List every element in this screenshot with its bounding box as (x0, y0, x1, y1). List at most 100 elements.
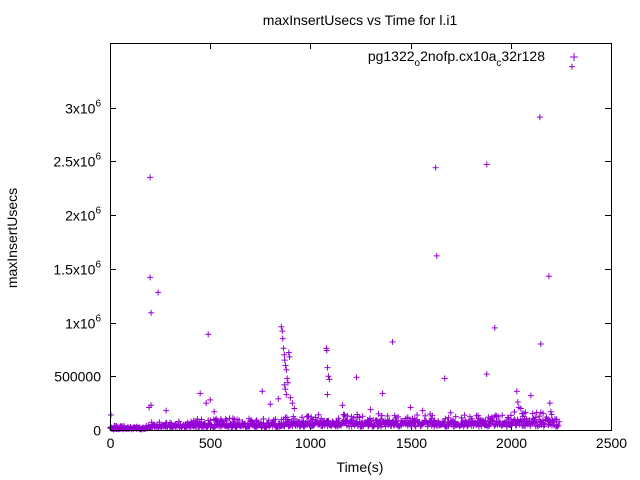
y-tick-mantissa: 2x10 (65, 208, 96, 224)
data-point (489, 417, 496, 424)
data-point (172, 420, 179, 427)
data-point (325, 373, 332, 380)
y-tick-exponent: 6 (95, 260, 101, 271)
data-point (548, 411, 555, 418)
data-point (222, 415, 229, 422)
data-point (280, 345, 287, 352)
data-point (291, 415, 298, 422)
y-tick-exponent: 6 (95, 152, 101, 163)
y-tick-mantissa: 2.5x10 (53, 154, 95, 170)
data-point (285, 349, 292, 356)
data-point (546, 400, 553, 407)
data-point (205, 331, 212, 338)
data-point (353, 374, 360, 381)
data-point (445, 414, 452, 421)
data-point (324, 391, 331, 398)
data-point (384, 412, 391, 419)
data-point (389, 338, 396, 345)
data-point (281, 357, 288, 364)
data-point (253, 417, 260, 424)
data-point (366, 415, 373, 422)
data-point (108, 411, 115, 418)
data-point (323, 347, 330, 354)
data-point (468, 415, 475, 422)
data-point (386, 417, 393, 424)
data-point (197, 390, 204, 397)
legend-text-part: 2nofp.cx10a (420, 48, 496, 64)
y-tick-label: 2x106 (65, 206, 101, 224)
data-point (422, 412, 429, 419)
data-point (147, 174, 154, 181)
data-point (483, 371, 490, 378)
data-points (107, 63, 575, 433)
data-point (207, 396, 214, 403)
data-point (286, 353, 293, 360)
data-point (267, 401, 274, 408)
data-point (419, 407, 426, 414)
data-point (325, 417, 332, 424)
x-tick-label: 2500 (596, 435, 627, 451)
data-point (529, 410, 536, 417)
data-point (379, 390, 386, 397)
data-point (287, 394, 294, 401)
data-point (536, 413, 543, 420)
data-point (504, 414, 511, 421)
data-point (556, 418, 563, 425)
data-point (291, 405, 298, 412)
data-point (547, 408, 554, 415)
data-point (188, 418, 195, 425)
legend-marker (570, 53, 578, 61)
y-tick-mantissa: 1.5x10 (53, 262, 95, 278)
data-point (315, 411, 322, 418)
data-point (442, 415, 449, 422)
data-point (339, 402, 346, 409)
data-point (432, 164, 439, 171)
y-tick-label: 0 (93, 423, 101, 439)
data-point (259, 388, 266, 395)
data-point (431, 417, 438, 424)
data-point (411, 422, 418, 429)
data-point (229, 415, 236, 422)
data-point (275, 395, 282, 402)
data-point (204, 423, 211, 430)
legend-text-part: 32r128 (501, 48, 545, 64)
data-point (532, 414, 539, 421)
data-point (281, 381, 288, 388)
data-point (492, 412, 499, 419)
data-point (348, 423, 355, 430)
data-point (282, 362, 289, 369)
data-point (412, 423, 419, 430)
data-point (447, 409, 454, 416)
legend-label: pg1322o2nofp.cx10ac32r128 (368, 48, 545, 69)
data-point (539, 417, 546, 424)
data-point (522, 409, 529, 416)
data-point (260, 415, 267, 422)
data-point (335, 415, 342, 422)
data-point (284, 379, 291, 386)
data-point (414, 412, 421, 419)
x-tick-label: 0 (107, 435, 115, 451)
y-tick-mantissa: 500000 (54, 369, 101, 385)
data-point (458, 414, 465, 421)
data-point (207, 417, 214, 424)
x-axis-title: Time(s) (337, 459, 384, 475)
y-axis-title: maxInsertUsecs (4, 188, 20, 288)
y-tick-label: 3x106 (65, 99, 101, 117)
data-point (553, 416, 560, 423)
data-point (324, 364, 331, 371)
data-point (344, 412, 351, 419)
legend-subscript: c (496, 58, 501, 69)
data-point (483, 161, 490, 168)
data-point (491, 422, 498, 429)
data-point (450, 417, 457, 424)
data-point (495, 413, 502, 420)
data-point (491, 324, 498, 331)
data-point (461, 412, 468, 419)
data-point (513, 388, 520, 395)
data-point (282, 386, 289, 393)
data-point (211, 408, 218, 415)
data-point (507, 412, 514, 419)
y-tick-exponent: 6 (95, 206, 101, 217)
